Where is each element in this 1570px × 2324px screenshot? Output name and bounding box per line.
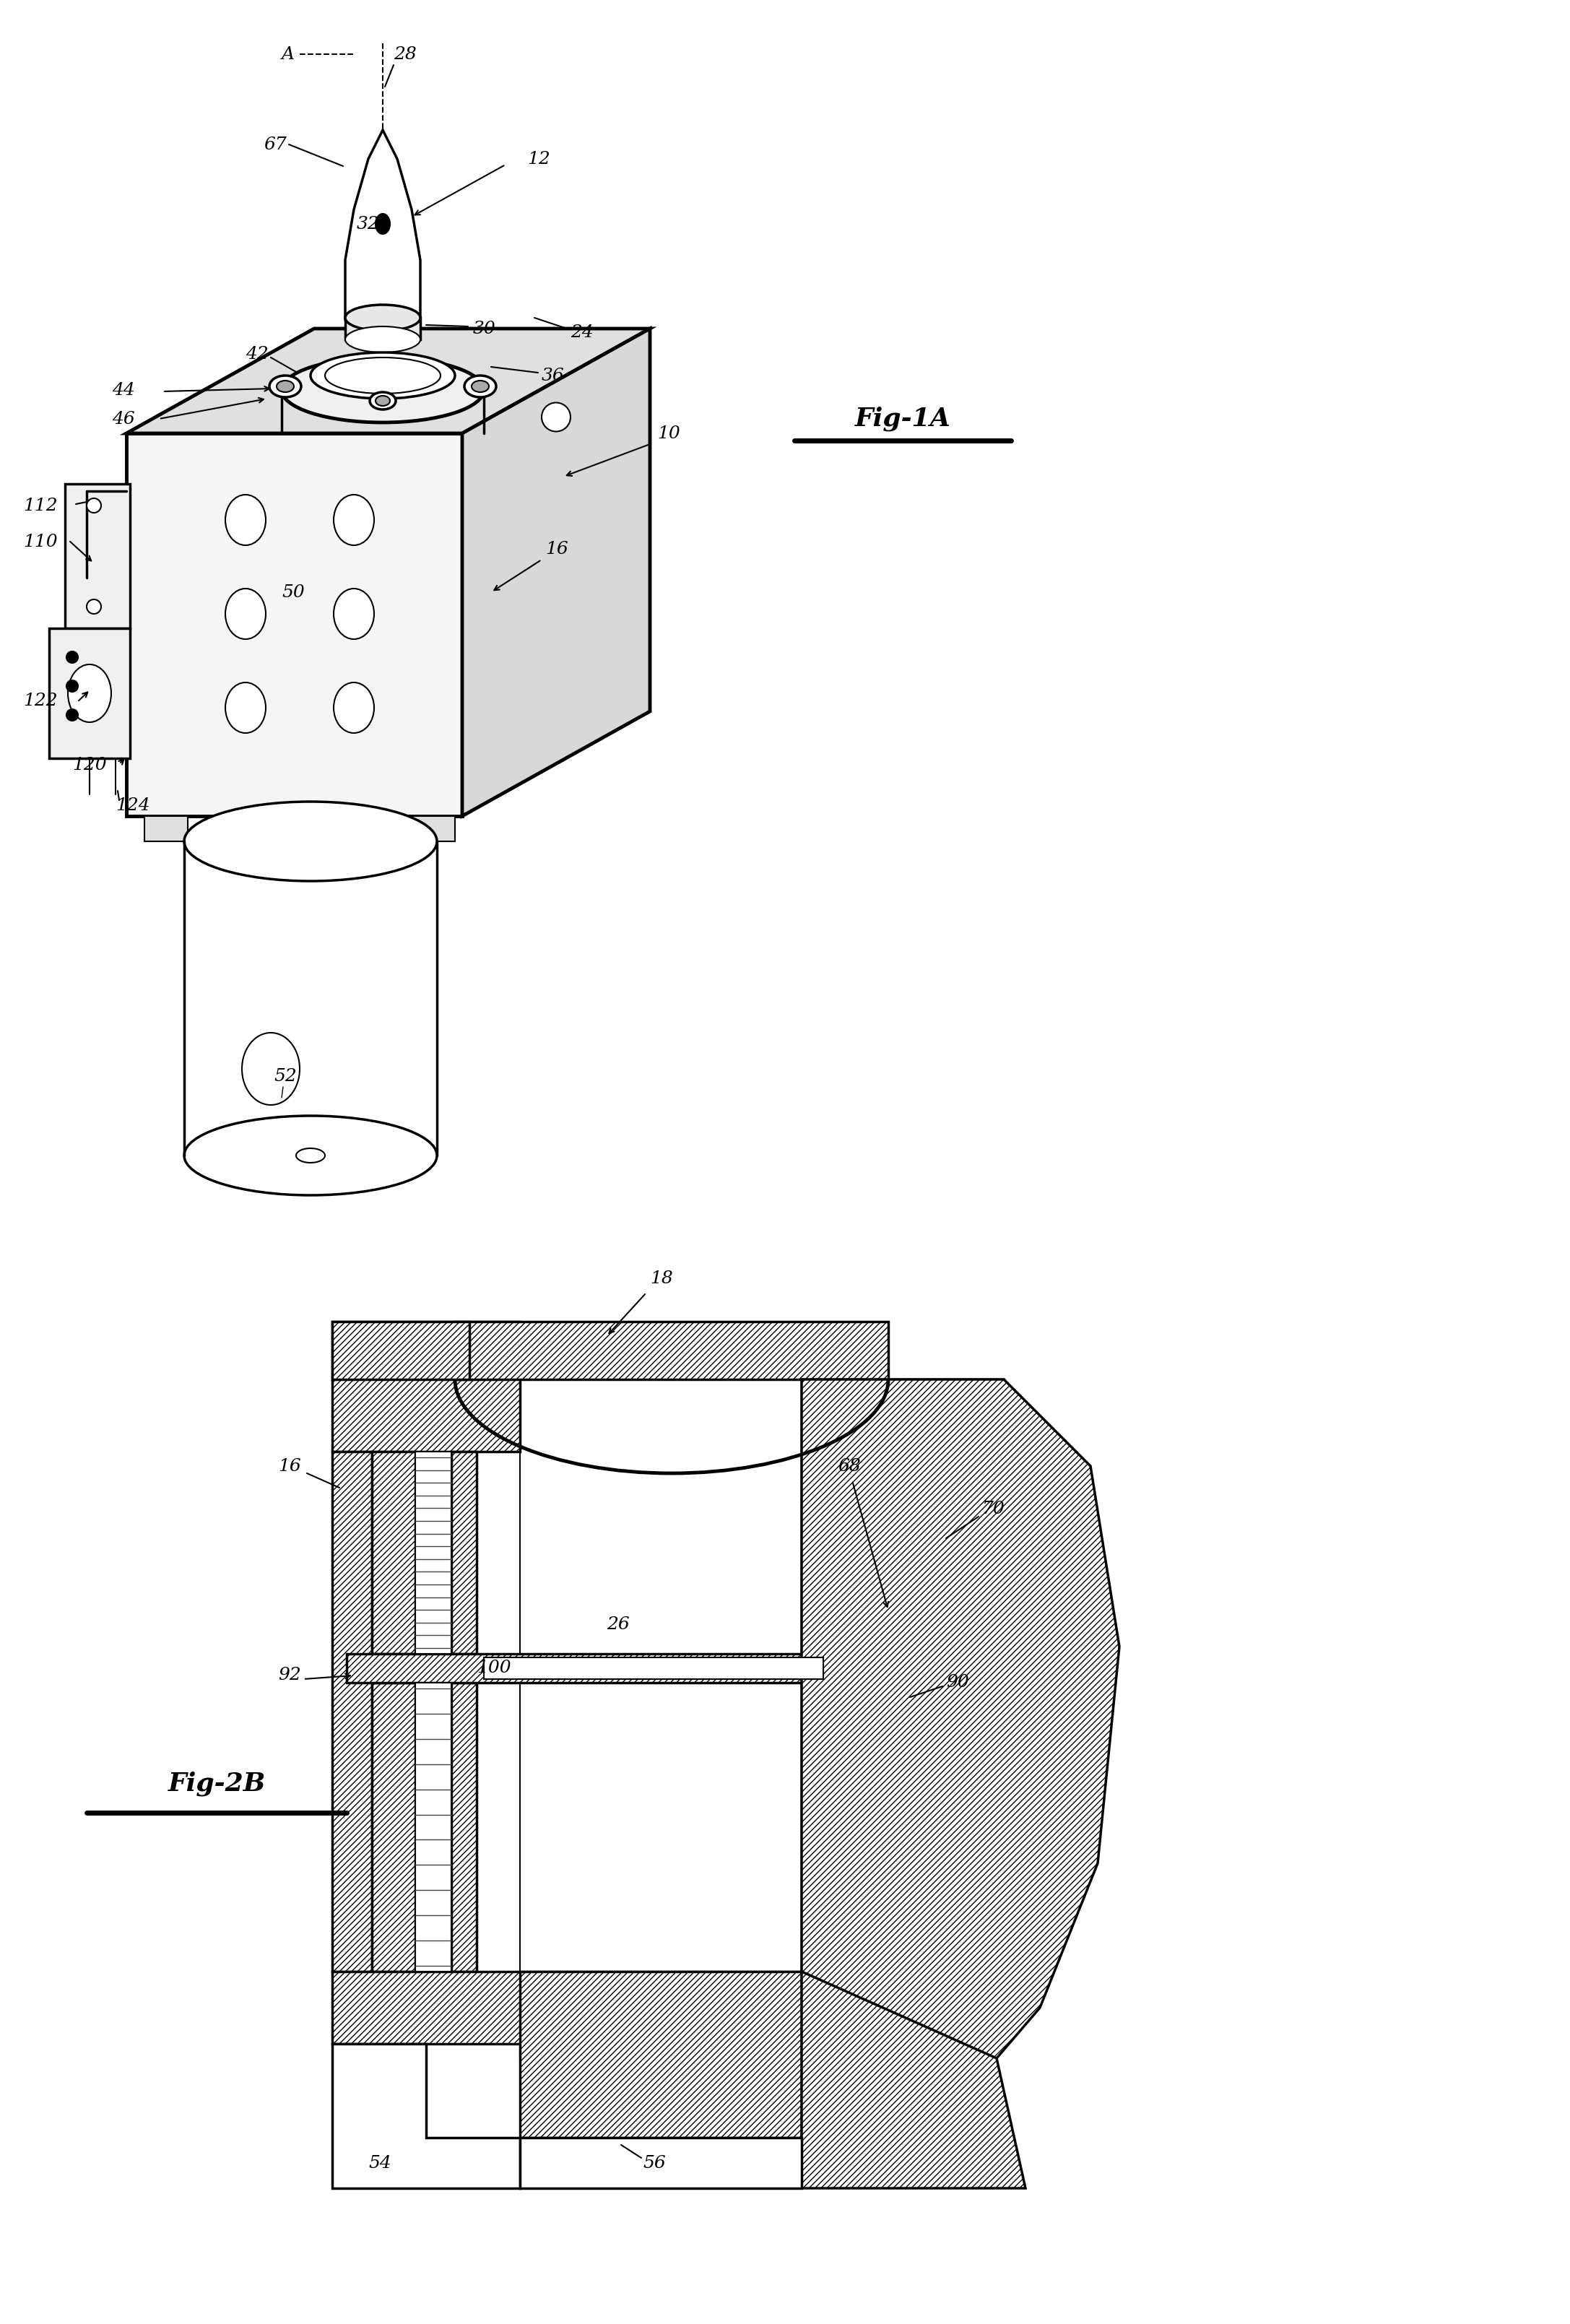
Ellipse shape bbox=[311, 353, 455, 400]
Ellipse shape bbox=[297, 1148, 325, 1162]
Ellipse shape bbox=[375, 214, 389, 235]
Text: 10: 10 bbox=[658, 425, 680, 442]
Text: 68: 68 bbox=[838, 1457, 860, 1473]
Text: 122: 122 bbox=[24, 693, 58, 709]
Text: 124: 124 bbox=[116, 797, 151, 813]
Ellipse shape bbox=[184, 1116, 436, 1195]
Ellipse shape bbox=[281, 400, 484, 465]
Ellipse shape bbox=[325, 358, 441, 393]
Polygon shape bbox=[345, 130, 421, 318]
Text: 16: 16 bbox=[545, 541, 568, 558]
Text: Fig-2B: Fig-2B bbox=[168, 1771, 265, 1796]
Polygon shape bbox=[372, 1683, 414, 1971]
Polygon shape bbox=[345, 318, 421, 339]
Text: 36: 36 bbox=[542, 367, 565, 383]
Polygon shape bbox=[520, 1380, 802, 2059]
Ellipse shape bbox=[66, 709, 78, 720]
Text: 67: 67 bbox=[264, 137, 286, 153]
Ellipse shape bbox=[86, 497, 100, 514]
Polygon shape bbox=[451, 1683, 477, 1971]
Polygon shape bbox=[802, 1971, 1025, 2189]
Polygon shape bbox=[126, 328, 650, 432]
Ellipse shape bbox=[184, 802, 436, 881]
Polygon shape bbox=[64, 483, 130, 627]
Polygon shape bbox=[802, 1380, 1003, 2029]
Polygon shape bbox=[126, 432, 462, 816]
Ellipse shape bbox=[270, 376, 301, 397]
Polygon shape bbox=[253, 816, 297, 841]
Text: 24: 24 bbox=[570, 323, 593, 342]
Text: 50: 50 bbox=[281, 583, 305, 600]
Text: 30: 30 bbox=[473, 321, 496, 337]
Polygon shape bbox=[414, 1452, 451, 1655]
Ellipse shape bbox=[281, 358, 484, 423]
Text: 120: 120 bbox=[72, 758, 107, 774]
Polygon shape bbox=[333, 1971, 845, 2043]
Polygon shape bbox=[414, 1683, 451, 1971]
Ellipse shape bbox=[345, 304, 421, 330]
Polygon shape bbox=[347, 1655, 831, 1683]
Text: 90: 90 bbox=[947, 1673, 969, 1692]
Ellipse shape bbox=[276, 381, 294, 393]
Text: Fig-1A: Fig-1A bbox=[854, 407, 951, 432]
Ellipse shape bbox=[66, 651, 78, 662]
Polygon shape bbox=[520, 1971, 802, 2138]
Ellipse shape bbox=[334, 588, 374, 639]
Text: 28: 28 bbox=[394, 46, 416, 63]
Polygon shape bbox=[361, 816, 405, 841]
Polygon shape bbox=[411, 816, 455, 841]
Polygon shape bbox=[802, 1380, 1119, 2059]
Text: 42: 42 bbox=[245, 346, 268, 363]
Text: 44: 44 bbox=[111, 381, 135, 397]
Ellipse shape bbox=[375, 395, 389, 407]
Polygon shape bbox=[455, 1322, 889, 1380]
Polygon shape bbox=[333, 2043, 520, 2189]
Text: A: A bbox=[281, 46, 295, 63]
Ellipse shape bbox=[371, 393, 396, 409]
Text: 70: 70 bbox=[983, 1501, 1005, 1518]
Text: 92: 92 bbox=[278, 1666, 301, 1685]
Ellipse shape bbox=[226, 588, 265, 639]
Ellipse shape bbox=[542, 402, 570, 432]
Text: 56: 56 bbox=[642, 2154, 666, 2171]
Ellipse shape bbox=[334, 495, 374, 546]
Polygon shape bbox=[372, 1452, 414, 1655]
Polygon shape bbox=[333, 1322, 469, 1380]
Ellipse shape bbox=[345, 325, 421, 353]
Text: 110: 110 bbox=[24, 532, 58, 551]
Ellipse shape bbox=[226, 495, 265, 546]
Text: 112: 112 bbox=[24, 497, 58, 514]
Polygon shape bbox=[451, 1452, 477, 1655]
Text: 100: 100 bbox=[477, 1659, 510, 1676]
Polygon shape bbox=[484, 1657, 823, 1678]
Text: 18: 18 bbox=[650, 1269, 674, 1287]
Polygon shape bbox=[520, 2138, 802, 2189]
Text: 32: 32 bbox=[356, 216, 380, 232]
Ellipse shape bbox=[465, 376, 496, 397]
Text: 16: 16 bbox=[278, 1457, 301, 1473]
Ellipse shape bbox=[68, 665, 111, 723]
Ellipse shape bbox=[66, 681, 78, 693]
Polygon shape bbox=[333, 1322, 520, 1452]
Ellipse shape bbox=[242, 1032, 300, 1104]
Polygon shape bbox=[144, 816, 188, 841]
Ellipse shape bbox=[86, 600, 100, 614]
Text: 12: 12 bbox=[528, 151, 550, 167]
Polygon shape bbox=[462, 328, 650, 816]
Text: 46: 46 bbox=[111, 411, 135, 428]
Polygon shape bbox=[333, 1452, 372, 1971]
Ellipse shape bbox=[471, 381, 488, 393]
Polygon shape bbox=[49, 627, 130, 758]
Text: 54: 54 bbox=[369, 2154, 391, 2171]
Text: 52: 52 bbox=[273, 1067, 297, 1085]
Ellipse shape bbox=[334, 683, 374, 732]
Ellipse shape bbox=[226, 683, 265, 732]
Text: 26: 26 bbox=[606, 1618, 630, 1634]
